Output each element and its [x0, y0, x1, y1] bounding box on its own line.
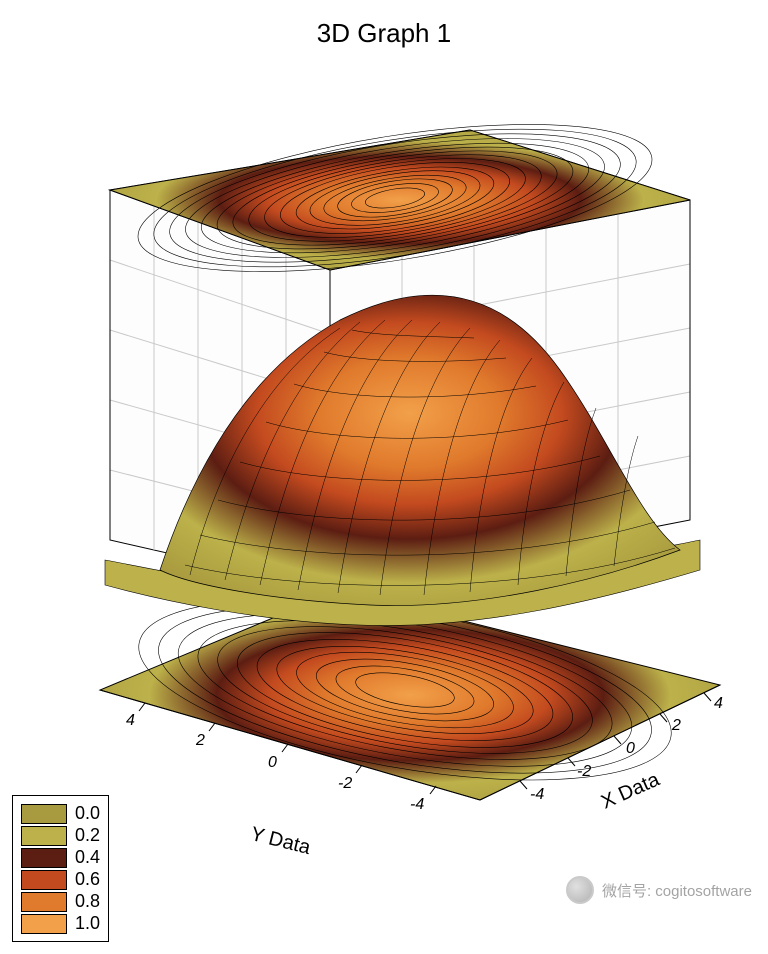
x-tick-0: 0 [626, 740, 635, 758]
legend-label: 0.0 [75, 803, 100, 824]
chart-3d-surface: Y Data X Data 4 2 0 -2 -4 -4 -2 0 2 4 [40, 70, 730, 850]
legend-swatch [21, 892, 67, 912]
legend-label: 0.2 [75, 825, 100, 846]
legend-row: 0.6 [21, 869, 100, 890]
chart-title: 3D Graph 1 [0, 18, 768, 49]
legend-swatch [21, 914, 67, 934]
x-tick-2: 2 [672, 717, 681, 735]
legend-row: 0.4 [21, 847, 100, 868]
legend-swatch [21, 848, 67, 868]
legend-row: 0.0 [21, 803, 100, 824]
y-tick-n4: -4 [410, 796, 424, 814]
y-tick-2: 2 [196, 732, 205, 750]
x-tick-4: 4 [714, 695, 723, 713]
legend-label: 1.0 [75, 913, 100, 934]
color-legend: 0.00.20.40.60.81.0 [12, 795, 109, 942]
legend-row: 1.0 [21, 913, 100, 934]
legend-swatch [21, 870, 67, 890]
x-tick-n4: -4 [530, 786, 544, 804]
legend-label: 0.4 [75, 847, 100, 868]
legend-swatch [21, 804, 67, 824]
legend-row: 0.2 [21, 825, 100, 846]
legend-label: 0.6 [75, 869, 100, 890]
y-tick-0: 0 [268, 754, 277, 772]
y-tick-n2: -2 [338, 775, 352, 793]
legend-row: 0.8 [21, 891, 100, 912]
watermark-text: 微信号: cogitosoftware [602, 880, 752, 901]
legend-swatch [21, 826, 67, 846]
wechat-icon [566, 876, 594, 904]
x-tick-n2: -2 [577, 763, 591, 781]
legend-label: 0.8 [75, 891, 100, 912]
y-tick-4: 4 [126, 712, 135, 730]
watermark: 微信号: cogitosoftware [566, 876, 752, 904]
